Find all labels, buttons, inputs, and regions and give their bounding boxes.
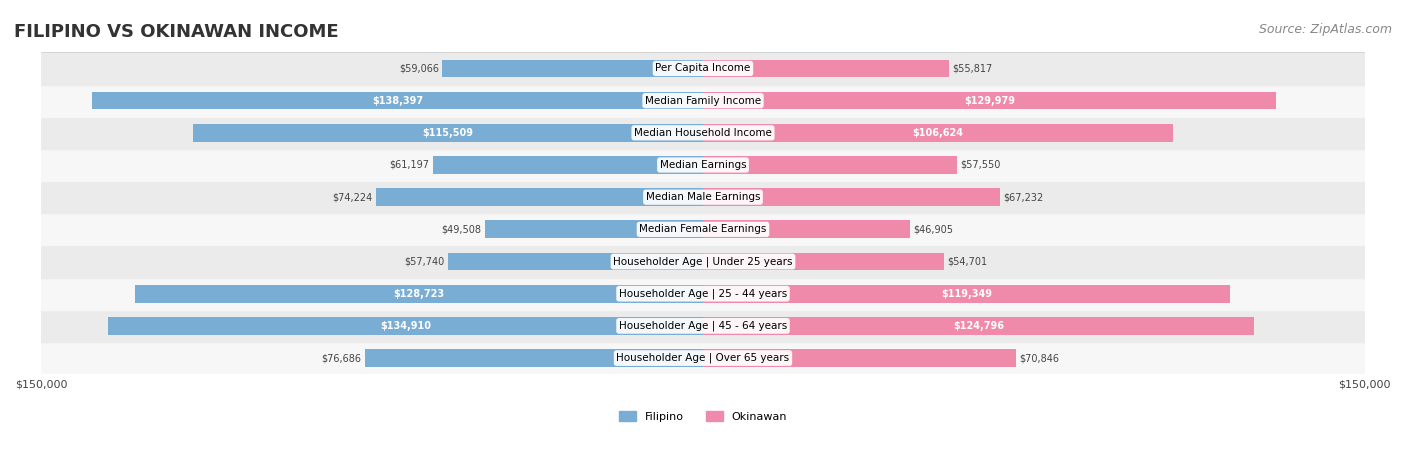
- Bar: [41, 149, 1365, 181]
- Text: $138,397: $138,397: [373, 96, 423, 106]
- Bar: [375, 188, 703, 206]
- Text: $57,550: $57,550: [960, 160, 1001, 170]
- Text: $55,817: $55,817: [952, 64, 993, 73]
- Bar: [108, 317, 703, 335]
- Text: Per Capita Income: Per Capita Income: [655, 64, 751, 73]
- Text: $115,509: $115,509: [423, 128, 474, 138]
- Bar: [703, 285, 1229, 303]
- Bar: [703, 188, 1000, 206]
- Text: $46,905: $46,905: [914, 224, 953, 234]
- Legend: Filipino, Okinawan: Filipino, Okinawan: [614, 407, 792, 426]
- Bar: [485, 220, 703, 238]
- Text: $74,224: $74,224: [332, 192, 373, 202]
- Text: $129,979: $129,979: [965, 96, 1015, 106]
- Bar: [703, 317, 1254, 335]
- Text: Median Female Earnings: Median Female Earnings: [640, 224, 766, 234]
- Text: Median Household Income: Median Household Income: [634, 128, 772, 138]
- Bar: [41, 246, 1365, 277]
- Text: $128,723: $128,723: [394, 289, 444, 299]
- Bar: [443, 60, 703, 78]
- Text: Householder Age | 45 - 64 years: Householder Age | 45 - 64 years: [619, 321, 787, 331]
- Bar: [41, 117, 1365, 149]
- Bar: [135, 285, 703, 303]
- Text: Median Earnings: Median Earnings: [659, 160, 747, 170]
- Text: Householder Age | Over 65 years: Householder Age | Over 65 years: [616, 353, 790, 363]
- Bar: [41, 181, 1365, 213]
- Bar: [703, 156, 957, 174]
- Bar: [41, 277, 1365, 310]
- Text: $106,624: $106,624: [912, 128, 963, 138]
- Bar: [703, 220, 910, 238]
- Text: FILIPINO VS OKINAWAN INCOME: FILIPINO VS OKINAWAN INCOME: [14, 23, 339, 42]
- Bar: [93, 92, 703, 109]
- Bar: [433, 156, 703, 174]
- Text: $134,910: $134,910: [380, 321, 430, 331]
- Text: Median Family Income: Median Family Income: [645, 96, 761, 106]
- Bar: [41, 213, 1365, 246]
- Bar: [41, 342, 1365, 374]
- Text: Median Male Earnings: Median Male Earnings: [645, 192, 761, 202]
- Bar: [41, 85, 1365, 117]
- Text: Householder Age | Under 25 years: Householder Age | Under 25 years: [613, 256, 793, 267]
- Text: $70,846: $70,846: [1019, 353, 1059, 363]
- Text: $59,066: $59,066: [399, 64, 439, 73]
- Bar: [364, 349, 703, 367]
- Text: $61,197: $61,197: [389, 160, 430, 170]
- Text: Source: ZipAtlas.com: Source: ZipAtlas.com: [1258, 23, 1392, 36]
- Text: $67,232: $67,232: [1002, 192, 1043, 202]
- Bar: [703, 92, 1277, 109]
- Bar: [703, 349, 1015, 367]
- Text: $49,508: $49,508: [441, 224, 481, 234]
- Text: $54,701: $54,701: [948, 256, 988, 267]
- Bar: [703, 124, 1174, 142]
- Text: $124,796: $124,796: [953, 321, 1004, 331]
- Text: $119,349: $119,349: [941, 289, 991, 299]
- Bar: [703, 60, 949, 78]
- Text: Householder Age | 25 - 44 years: Householder Age | 25 - 44 years: [619, 289, 787, 299]
- Bar: [194, 124, 703, 142]
- Bar: [449, 253, 703, 270]
- Bar: [703, 253, 945, 270]
- Text: $57,740: $57,740: [405, 256, 444, 267]
- Bar: [41, 52, 1365, 85]
- Text: $76,686: $76,686: [322, 353, 361, 363]
- Bar: [41, 310, 1365, 342]
